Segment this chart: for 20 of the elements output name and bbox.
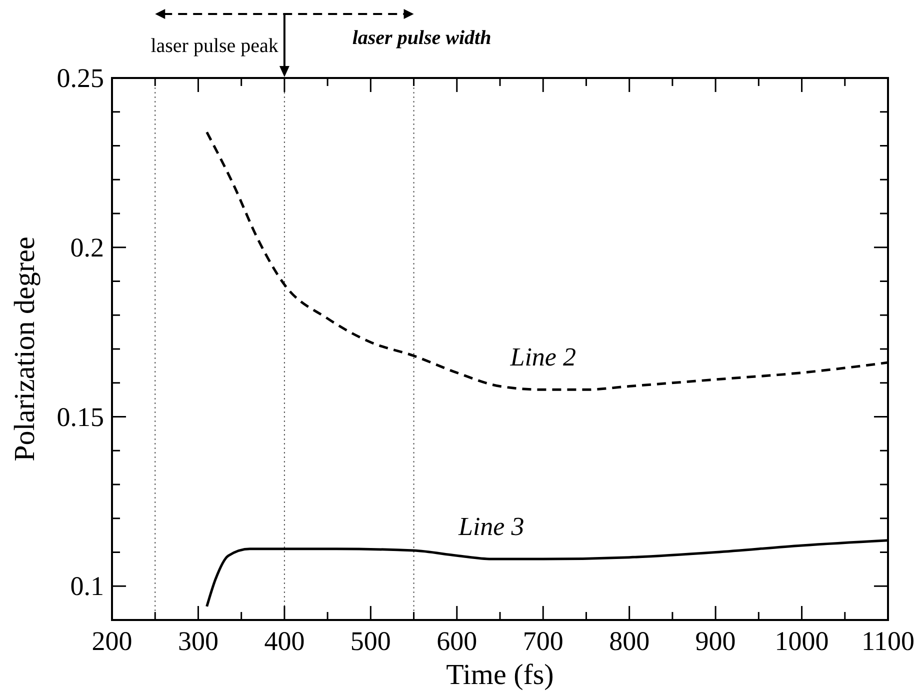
y-tick-label: 0.1	[70, 571, 104, 602]
series-label: Line 2	[509, 342, 576, 372]
x-tick-label: 300	[178, 626, 218, 656]
x-axis-title: Time (fs)	[446, 659, 554, 691]
x-tick-label: 1100	[862, 626, 914, 656]
x-tick-label: 800	[609, 626, 650, 656]
annotation: laser pulse peak	[150, 35, 278, 57]
x-tick-label: 200	[92, 626, 132, 656]
y-tick-label: 0.2	[70, 232, 104, 262]
x-tick-label: 500	[350, 626, 391, 656]
x-tick-label: 900	[695, 626, 736, 656]
series-label: Line 3	[458, 512, 524, 542]
y-axis-title: Polarization degree	[9, 236, 41, 462]
x-tick-label: 1000	[774, 626, 829, 656]
y-tick-label: 0.25	[56, 63, 104, 93]
y-tick-label: 0.15	[56, 402, 104, 432]
x-tick-label: 600	[436, 626, 478, 656]
annotation: laser pulse width	[352, 27, 492, 49]
x-tick-label: 400	[264, 626, 305, 656]
x-tick-label: 700	[522, 626, 564, 656]
